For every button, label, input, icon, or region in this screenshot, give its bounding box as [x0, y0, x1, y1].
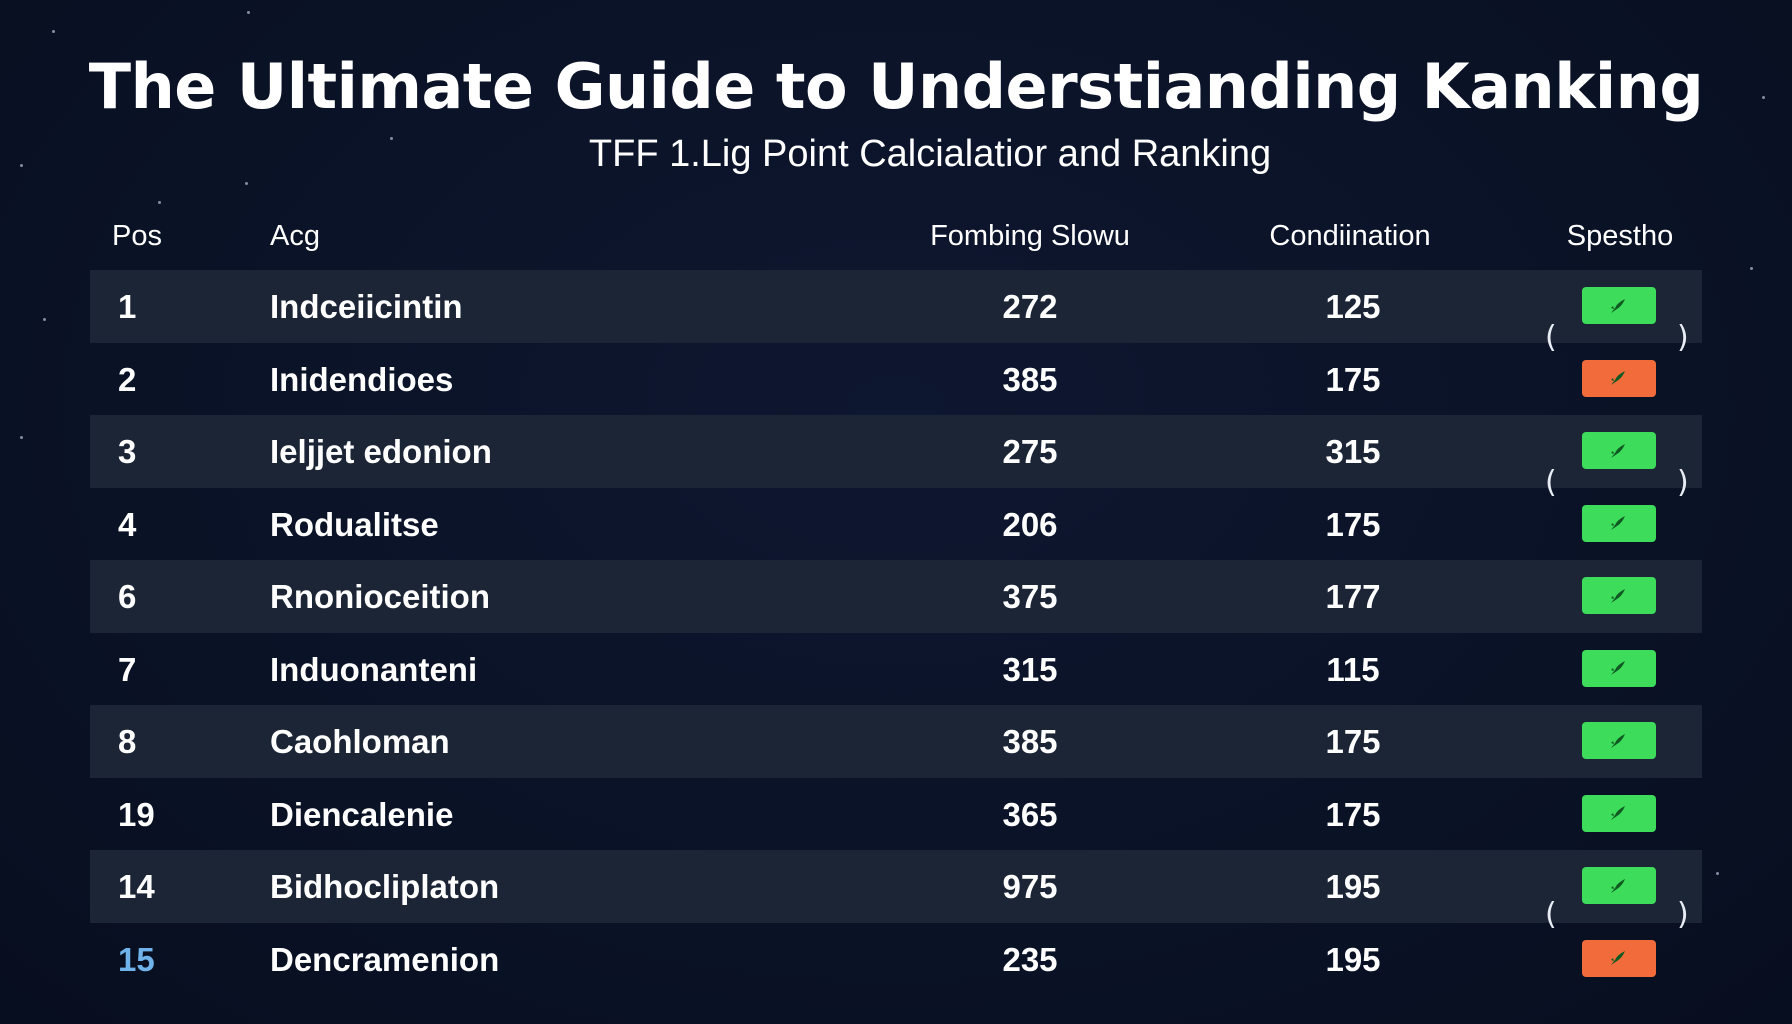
row-team-name: Induonanteni	[270, 650, 478, 688]
row-condination-value: 175	[1325, 505, 1381, 543]
column-header-name[interactable]: Acg	[270, 220, 320, 252]
star-decoration	[1716, 872, 1719, 875]
rocket-icon	[1608, 514, 1630, 532]
row-condination-value: 315	[1325, 433, 1381, 470]
table-row[interactable]: 3 Ieljjet edonion 275 315	[90, 415, 1702, 488]
row-team-name: Rnonioceition	[270, 578, 490, 615]
star-decoration	[247, 11, 250, 14]
status-badge-green[interactable]	[1582, 504, 1656, 542]
table-row[interactable]: 7 Induonanteni 315 115	[90, 633, 1702, 706]
bracket-open-decoration: (	[1545, 320, 1557, 355]
status-badge-green[interactable]	[1582, 722, 1656, 759]
rocket-icon	[1608, 877, 1630, 895]
row-team-name: Caohloman	[270, 723, 450, 760]
table-row[interactable]: 15 Dencramenion 235 195	[90, 923, 1702, 996]
table-row[interactable]: 1 Indceiicintin 272 125	[90, 270, 1702, 343]
column-header-pos[interactable]: Pos	[112, 220, 162, 252]
row-position: 14	[118, 868, 155, 905]
row-fombing-value: 272	[1002, 288, 1058, 325]
star-decoration	[1762, 96, 1765, 99]
row-condination-value: 177	[1325, 578, 1381, 615]
status-badge-green[interactable]	[1582, 867, 1656, 904]
table-header: Pos Acg Fombing Slowu Condiination Spest…	[90, 210, 1702, 270]
status-badge-orange[interactable]	[1582, 359, 1656, 397]
page-subtitle: TFF 1.Lig Point Calcialatior and Ranking	[588, 133, 1272, 175]
rocket-icon	[1608, 949, 1630, 967]
table-row[interactable]: 4 Rodualitse 206 175	[90, 488, 1702, 561]
row-condination-value: 195	[1325, 868, 1381, 905]
row-fombing-value: 385	[1002, 360, 1058, 398]
status-badge-green[interactable]	[1582, 649, 1656, 687]
row-condination-value: 195	[1325, 940, 1381, 978]
bracket-close-decoration: )	[1677, 320, 1689, 355]
rocket-icon	[1608, 369, 1630, 387]
column-header-condination[interactable]: Condiination	[1269, 220, 1431, 252]
rocket-icon	[1608, 442, 1630, 460]
rocket-icon	[1608, 297, 1630, 315]
rocket-icon	[1608, 587, 1630, 605]
row-position: 7	[118, 650, 137, 688]
star-decoration	[390, 137, 393, 140]
row-fombing-value: 975	[1002, 868, 1058, 905]
row-position: 6	[118, 578, 137, 615]
row-condination-value: 175	[1325, 795, 1381, 833]
row-fombing-value: 275	[1002, 433, 1058, 470]
status-badge-orange[interactable]	[1582, 939, 1656, 977]
row-team-name: Bidhocliplaton	[270, 868, 500, 905]
rocket-icon	[1608, 804, 1630, 822]
status-badge-green[interactable]	[1582, 577, 1656, 614]
row-condination-value: 125	[1325, 288, 1381, 325]
row-condination-value: 115	[1326, 650, 1380, 688]
star-decoration	[1750, 267, 1753, 270]
star-decoration	[52, 30, 55, 33]
table-row[interactable]: 6 Rnonioceition 375 177	[90, 560, 1702, 633]
table-row[interactable]: 8 Caohloman 385 175	[90, 705, 1702, 778]
status-badge-green[interactable]	[1582, 432, 1656, 469]
row-condination-value: 175	[1325, 723, 1381, 760]
row-condination-value: 175	[1325, 360, 1381, 398]
row-team-name: Indceiicintin	[270, 288, 463, 325]
table-row[interactable]: 2 Inidendioes 385 175	[90, 343, 1702, 416]
row-team-name: Diencalenie	[270, 795, 454, 833]
page-title: The Ultimate Guide to Understianding Kan…	[88, 50, 1704, 123]
column-header-status[interactable]: Spestho	[1566, 220, 1674, 252]
column-header-fombing[interactable]: Fombing Slowu	[930, 220, 1130, 252]
row-position: 4	[118, 505, 137, 543]
row-fombing-value: 385	[1002, 723, 1058, 760]
row-position: 2	[118, 360, 137, 398]
star-decoration	[43, 318, 46, 321]
row-position: 8	[118, 723, 137, 760]
row-fombing-value: 365	[1002, 795, 1058, 833]
rocket-icon	[1608, 659, 1630, 677]
star-decoration	[158, 201, 161, 204]
bracket-open-decoration: (	[1545, 897, 1557, 932]
status-badge-green[interactable]	[1582, 794, 1656, 832]
table-body: 1 Indceiicintin 272 125 2 Inidendioes 385 175 3 I…	[90, 270, 1702, 995]
row-team-name: Ieljjet edonion	[270, 433, 492, 470]
row-fombing-value: 235	[1002, 940, 1058, 978]
row-position: 15	[118, 940, 155, 978]
row-fombing-value: 375	[1002, 578, 1058, 615]
row-position: 3	[118, 433, 137, 470]
table-row[interactable]: 19 Diencalenie 365 175	[90, 778, 1702, 851]
rocket-icon	[1608, 732, 1630, 750]
row-team-name: Rodualitse	[270, 505, 439, 543]
table-row[interactable]: 14 Bidhocliplaton 975 195	[90, 850, 1702, 923]
star-decoration	[20, 164, 23, 167]
row-position: 19	[118, 795, 155, 833]
status-badge-green[interactable]	[1582, 287, 1656, 324]
row-team-name: Dencramenion	[270, 940, 500, 978]
row-position: 1	[118, 288, 137, 325]
row-team-name: Inidendioes	[270, 360, 454, 398]
star-decoration	[245, 182, 248, 185]
star-decoration	[20, 436, 23, 439]
bracket-open-decoration: (	[1545, 465, 1557, 500]
bracket-close-decoration: )	[1677, 897, 1689, 932]
bracket-close-decoration: )	[1677, 465, 1689, 500]
row-fombing-value: 206	[1002, 505, 1058, 543]
ranking-table: Pos Acg Fombing Slowu Condiination Spest…	[90, 210, 1702, 995]
row-fombing-value: 315	[1002, 650, 1058, 688]
